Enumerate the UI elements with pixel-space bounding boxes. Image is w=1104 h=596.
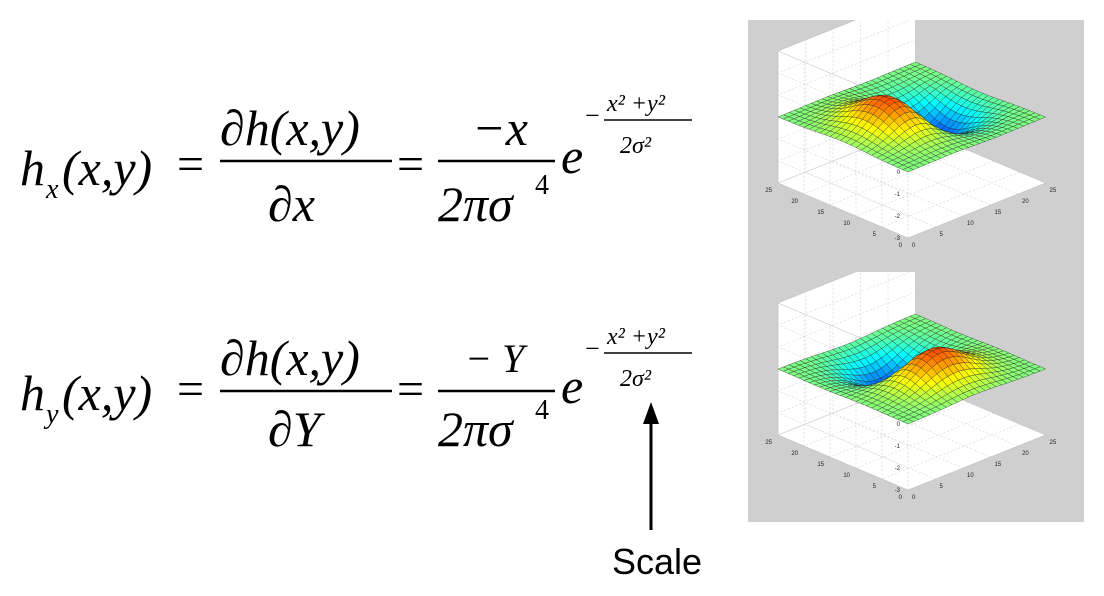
- x-tick-label: 5: [940, 232, 944, 238]
- hy-e: e: [561, 358, 583, 414]
- hy-exp-sign: −: [585, 334, 600, 363]
- y-tick-label: 20: [791, 451, 798, 457]
- z-tick-label: 0: [897, 422, 901, 428]
- x-tick-label: 20: [1022, 451, 1029, 457]
- z-tick-label: -3: [895, 488, 901, 494]
- hx-equals-1: =: [177, 138, 204, 191]
- hy-lhs-h: h: [20, 365, 45, 421]
- hy-numerator-2: − Y: [465, 336, 528, 381]
- y-tick-label: 20: [791, 199, 798, 205]
- gridline: [777, 39, 916, 151]
- hx-lhs-h: h: [20, 140, 45, 196]
- scale-arrow-head-icon: [643, 402, 659, 424]
- scale-annotation: Scale: [612, 402, 702, 582]
- equations-canvas: h x (x,y) = ∂h(x,y) ∂x = −x 2πσ 4 e − x²…: [20, 91, 702, 582]
- gridline: [777, 20, 912, 129]
- x-tick-label: 25: [1050, 188, 1057, 194]
- gridline: [777, 379, 916, 491]
- equation-hx: h x (x,y) = ∂h(x,y) ∂x = −x 2πσ 4 e − x²…: [20, 91, 692, 232]
- y-tick-label: 25: [765, 188, 772, 194]
- hx-denominator-2-exponent: 4: [535, 170, 549, 201]
- y-tick-label: 5: [873, 232, 877, 238]
- y-tick-label: 0: [899, 495, 903, 501]
- hx-e: e: [561, 128, 583, 184]
- hx-numerator-1: ∂h(x,y): [220, 100, 360, 156]
- hx-exp-denominator: 2σ²: [620, 133, 652, 159]
- y-tick-label: 5: [873, 484, 877, 490]
- x-tick-label: 0: [912, 495, 916, 501]
- gridline: [777, 272, 912, 381]
- z-tick-label: 0: [897, 170, 901, 176]
- x-tick-label: 25: [1050, 440, 1057, 446]
- gridline: [777, 357, 916, 469]
- z-tick-label: -3: [895, 236, 901, 242]
- hy-denominator-1: ∂Y: [268, 401, 326, 457]
- x-tick-label: 10: [967, 221, 974, 227]
- hx-numerator-2: −x: [472, 100, 528, 156]
- y-tick-label: 15: [817, 210, 824, 216]
- y-tick-label: 10: [843, 473, 850, 479]
- z-tick-label: -1: [895, 192, 901, 198]
- gridline: [777, 272, 909, 359]
- hx-denominator-1: ∂x: [268, 176, 315, 232]
- hy-denominator-2-exponent: 4: [535, 395, 549, 426]
- x-tick-label: 20: [1022, 199, 1029, 205]
- gridline: [777, 291, 916, 403]
- z-tick-label: -1: [895, 444, 901, 450]
- y-tick-label: 25: [765, 440, 772, 446]
- gridline: [777, 105, 916, 217]
- hx-denominator-2: 2πσ: [438, 176, 515, 232]
- hx-exp-numerator: x² +y²: [606, 91, 666, 117]
- y-tick-label: 15: [817, 462, 824, 468]
- y-tick-label: 10: [843, 221, 850, 227]
- hy-equals-2: =: [397, 363, 424, 416]
- gridline: [777, 335, 916, 447]
- gridline: [777, 83, 916, 195]
- gridline: [777, 127, 916, 239]
- x-tick-label: 0: [912, 243, 916, 249]
- surface-patch: [902, 167, 914, 173]
- surface: [777, 61, 1046, 173]
- gridline: [805, 40, 936, 228]
- hx-lhs-args: (x,y): [62, 140, 152, 196]
- x-tick-label: 5: [940, 484, 944, 490]
- x-tick-label: 10: [967, 473, 974, 479]
- y-tick-label: 0: [899, 243, 903, 249]
- gridline: [805, 292, 936, 480]
- hx-lhs-subscript: x: [45, 174, 59, 205]
- surface: [777, 313, 1046, 425]
- hy-denominator-2: 2πσ: [438, 401, 515, 457]
- equation-hy: h y (x,y) = ∂h(x,y) ∂Y = − Y 2πσ 4 e − x…: [20, 324, 692, 457]
- x-tick-label: 15: [995, 462, 1002, 468]
- hy-exp-denominator: 2σ²: [620, 366, 652, 392]
- hy-lhs-args: (x,y): [62, 365, 152, 421]
- hx-equals-2: =: [397, 138, 424, 191]
- gridline: [860, 20, 991, 206]
- x-tick-label: 15: [995, 210, 1002, 216]
- hx-exp-sign: −: [585, 101, 600, 130]
- surface-patch: [902, 419, 914, 425]
- z-tick-label: -2: [895, 214, 901, 220]
- hy-lhs-subscript: y: [43, 399, 59, 430]
- gridline: [777, 20, 909, 107]
- hy-equals-1: =: [177, 363, 204, 416]
- hy-numerator-1: ∂h(x,y): [220, 330, 360, 386]
- z-tick-label: -2: [895, 466, 901, 472]
- hy-exp-numerator: x² +y²: [606, 324, 666, 350]
- scale-label: Scale: [612, 541, 702, 582]
